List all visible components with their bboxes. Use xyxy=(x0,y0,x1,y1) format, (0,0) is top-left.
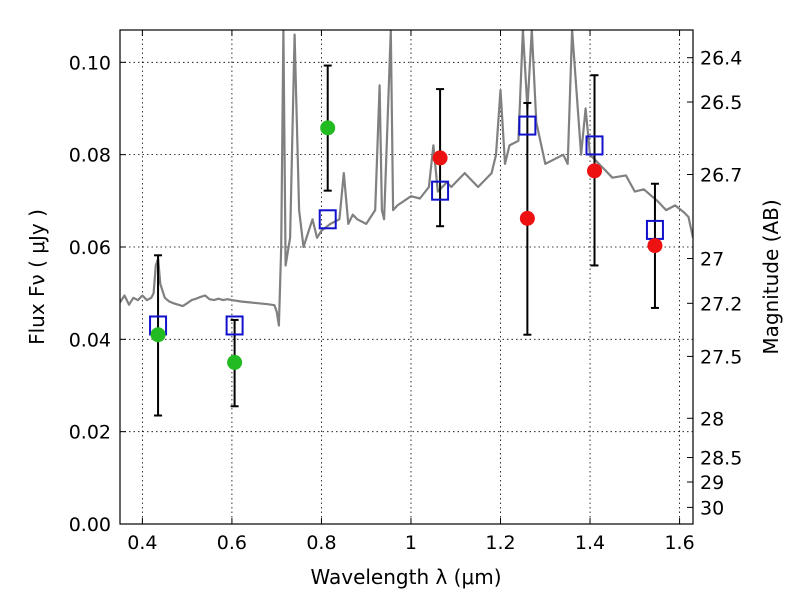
plot-frame xyxy=(119,29,694,525)
right-tick-label: 26.4 xyxy=(700,48,742,70)
right-axis-label: Magnitude (AB) xyxy=(759,199,783,354)
grid xyxy=(120,30,693,525)
model-square-marker xyxy=(585,135,604,156)
model-square-marker xyxy=(225,315,244,336)
right-tick-label: 26.7 xyxy=(700,165,742,187)
model-spectrum-line xyxy=(120,30,693,327)
model-square-marker xyxy=(318,209,337,230)
observed-green-point xyxy=(320,120,336,136)
y-tick-label: 0.02 xyxy=(69,422,111,444)
y-axis-label: Flux Fν ( μJy ) xyxy=(25,209,49,345)
x-tick-label: 0.4 xyxy=(127,532,157,554)
observed-red-point xyxy=(519,210,535,226)
axis-ticks: 0.4 0.6 0.8 1 1.2 1.4 1.6 0.00 0.02 0.04 0.06 0.08 0… xyxy=(69,30,742,554)
x-tick-label: 0.8 xyxy=(306,532,336,554)
model-square-marker xyxy=(431,180,450,201)
right-tick-label: 26.5 xyxy=(700,92,742,114)
right-tick-label: 27.2 xyxy=(700,293,742,315)
x-tick-label: 1 xyxy=(405,532,417,554)
right-tick-label: 30 xyxy=(700,497,724,519)
x-tick-label: 1.2 xyxy=(485,532,515,554)
right-tick-label: 27 xyxy=(700,249,724,271)
observed-red-point xyxy=(587,163,603,179)
y-tick-label: 0.06 xyxy=(69,237,111,259)
right-tick-label: 27.5 xyxy=(700,346,742,368)
model-square-marker xyxy=(518,115,537,136)
model-spectrum-layer xyxy=(120,30,693,327)
y-tick-label: 0.08 xyxy=(69,145,111,167)
x-tick-label: 1.4 xyxy=(575,532,605,554)
x-tick-label: 1.6 xyxy=(664,532,694,554)
observed-green-point xyxy=(227,354,243,370)
right-tick-label: 29 xyxy=(700,472,724,494)
right-tick-label: 28 xyxy=(700,408,724,430)
observed-red-point xyxy=(647,238,663,254)
x-tick-label: 0.6 xyxy=(217,532,247,554)
data-markers xyxy=(149,115,664,370)
right-tick-label: 28.5 xyxy=(700,448,742,470)
y-tick-label: 0.10 xyxy=(69,52,111,74)
y-tick-label: 0.00 xyxy=(69,514,111,536)
x-axis-label: Wavelength λ (μm) xyxy=(310,565,501,589)
observed-green-point xyxy=(150,327,166,343)
y-tick-label: 0.04 xyxy=(69,329,111,351)
observed-red-point xyxy=(432,150,448,166)
